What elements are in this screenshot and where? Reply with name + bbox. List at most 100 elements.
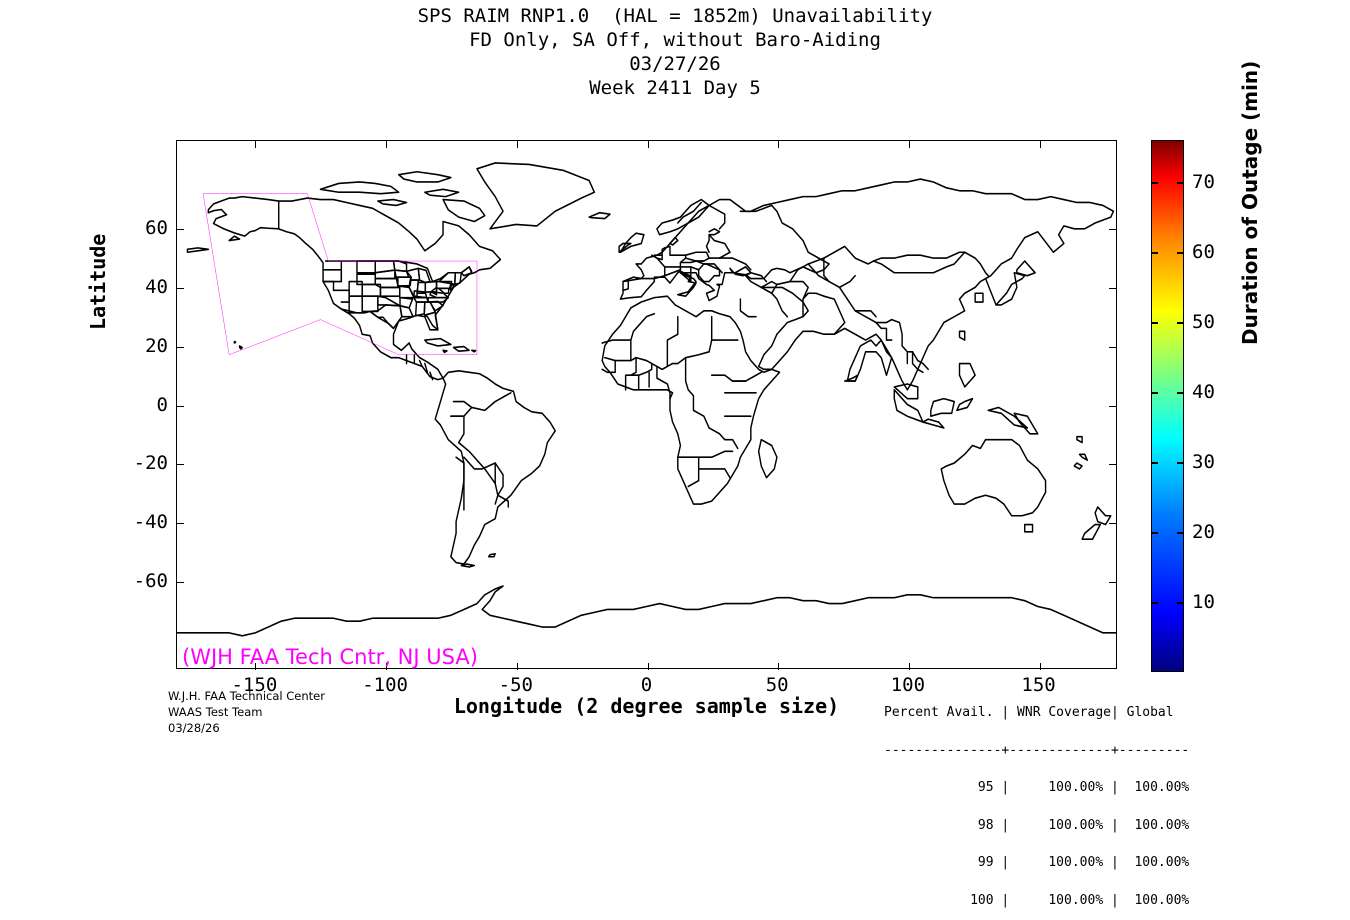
africa-coast (601, 295, 781, 505)
new-guinea-w (987, 406, 1029, 429)
border-mongolia-n (872, 251, 966, 262)
colorbar-tick-mark-right (1177, 182, 1184, 184)
border-venezuela-br (471, 391, 512, 412)
state-florida (424, 311, 439, 331)
colorbar-tick-mark (1151, 182, 1158, 184)
border-hungary (690, 260, 705, 271)
hawaii-big-island (238, 345, 243, 350)
border-poland (684, 251, 710, 262)
tierra-del-fuego (460, 563, 476, 568)
borneo (930, 397, 956, 418)
hokkaido (1016, 260, 1036, 277)
colorbar-tick-label: 60 (1192, 241, 1215, 263)
border-switzerland (664, 266, 682, 277)
x-tick-label: 150 (1021, 674, 1056, 696)
x-tick-mark (908, 663, 910, 670)
border-portugal (622, 280, 629, 292)
colorbar-tick-mark (1151, 532, 1158, 534)
cuba (424, 337, 452, 347)
title-line-3: 03/27/26 (629, 53, 721, 75)
south-america-coast (434, 370, 556, 565)
x-tick-mark-top (908, 141, 910, 148)
stats-table-rule: ---------------+-------------+--------- (884, 742, 1190, 758)
y-tick-mark (177, 581, 184, 583)
sulawesi (956, 397, 974, 412)
colorbar-tick-mark (1151, 252, 1158, 254)
greenland (476, 162, 596, 230)
availability-stats-table: Percent Avail. | WNR Coverage| Global --… (884, 682, 1189, 920)
border-paraguay (494, 462, 504, 497)
border-ukraine (718, 257, 752, 271)
border-belgium (653, 254, 663, 261)
new-caledonia (1073, 462, 1083, 470)
antarctica-coast (177, 585, 1116, 637)
state-california-nevada (322, 280, 350, 303)
border-netherlands (661, 247, 666, 256)
border-colombia (450, 400, 473, 418)
state-maine (460, 266, 473, 277)
table-row: 95 | 100.00% | 100.00% (884, 780, 1190, 795)
state-arizona (348, 295, 363, 314)
state-minnesota-n (392, 260, 408, 273)
border-sa-b (463, 456, 496, 485)
border-black-sea (750, 271, 768, 283)
state-oregon (322, 269, 343, 283)
border-caucasus (760, 280, 778, 295)
colorbar-tick-label: 70 (1192, 171, 1215, 193)
x-tick-mark-top (386, 141, 388, 148)
state-maryland (437, 287, 450, 295)
x-tick-mark (647, 663, 649, 670)
border-germany (664, 245, 687, 268)
border-chile-arg (455, 456, 465, 511)
ireland (618, 242, 632, 254)
y-tick-mark (177, 229, 184, 231)
asia-coast (739, 178, 1115, 391)
y-tick-label: 40 (145, 275, 168, 298)
colorbar-tick-mark-right (1177, 322, 1184, 324)
border-finland-ru (708, 204, 726, 230)
border-iran-e (802, 292, 825, 318)
madagascar (757, 438, 778, 479)
title-line-4: Week 2411 Day 5 (589, 77, 761, 99)
colorbar-tick-label: 30 (1192, 451, 1215, 473)
colorbar-tick-mark (1151, 392, 1158, 394)
y-tick-mark-right (1109, 229, 1116, 231)
arctic-island-a (377, 198, 408, 207)
border-levant (739, 298, 757, 318)
state-west-virginia (430, 286, 438, 296)
state-pennsylvania (435, 280, 453, 290)
state-mississippi-alabama (414, 301, 426, 317)
new-guinea-east (1013, 412, 1039, 435)
table-row: 98 | 100.00% | 100.00% (884, 817, 1190, 833)
y-tick-label: 0 (156, 393, 168, 416)
credit-line-1: W.J.H. FAA Technical Center (168, 689, 325, 703)
state-kansas (379, 286, 401, 297)
border-myanmar-china (890, 318, 909, 365)
y-tick-mark (177, 287, 184, 289)
iceland (588, 211, 611, 220)
denmark (669, 236, 679, 246)
x-tick-mark (386, 663, 388, 670)
border-nicaragua (424, 362, 429, 374)
border-namibia-botswana (677, 456, 700, 488)
y-tick-mark-right (1109, 405, 1116, 407)
x-tick-mark (516, 663, 518, 670)
colorbar-tick-mark-right (1177, 462, 1184, 464)
x-tick-mark-top (255, 141, 257, 148)
colorbar-tick-label: 50 (1192, 311, 1215, 333)
y-tick-label: -60 (133, 569, 168, 592)
state-ohio (424, 280, 438, 293)
state-vermont-nh (454, 271, 463, 286)
japan (984, 271, 1026, 306)
state-carolinas (427, 300, 444, 312)
border-honduras (418, 359, 423, 368)
border-mauritania (604, 339, 632, 362)
border-burkina (630, 362, 653, 377)
colorbar-tick-mark-right (1177, 602, 1184, 604)
y-tick-mark-right (1109, 523, 1116, 525)
border-sudan-south (710, 374, 747, 382)
colorbar-tick-label: 10 (1192, 591, 1215, 613)
border-peru-ecu (450, 415, 465, 444)
kodiak-island (228, 235, 241, 242)
border-tajik-kyrgyz (838, 274, 856, 289)
